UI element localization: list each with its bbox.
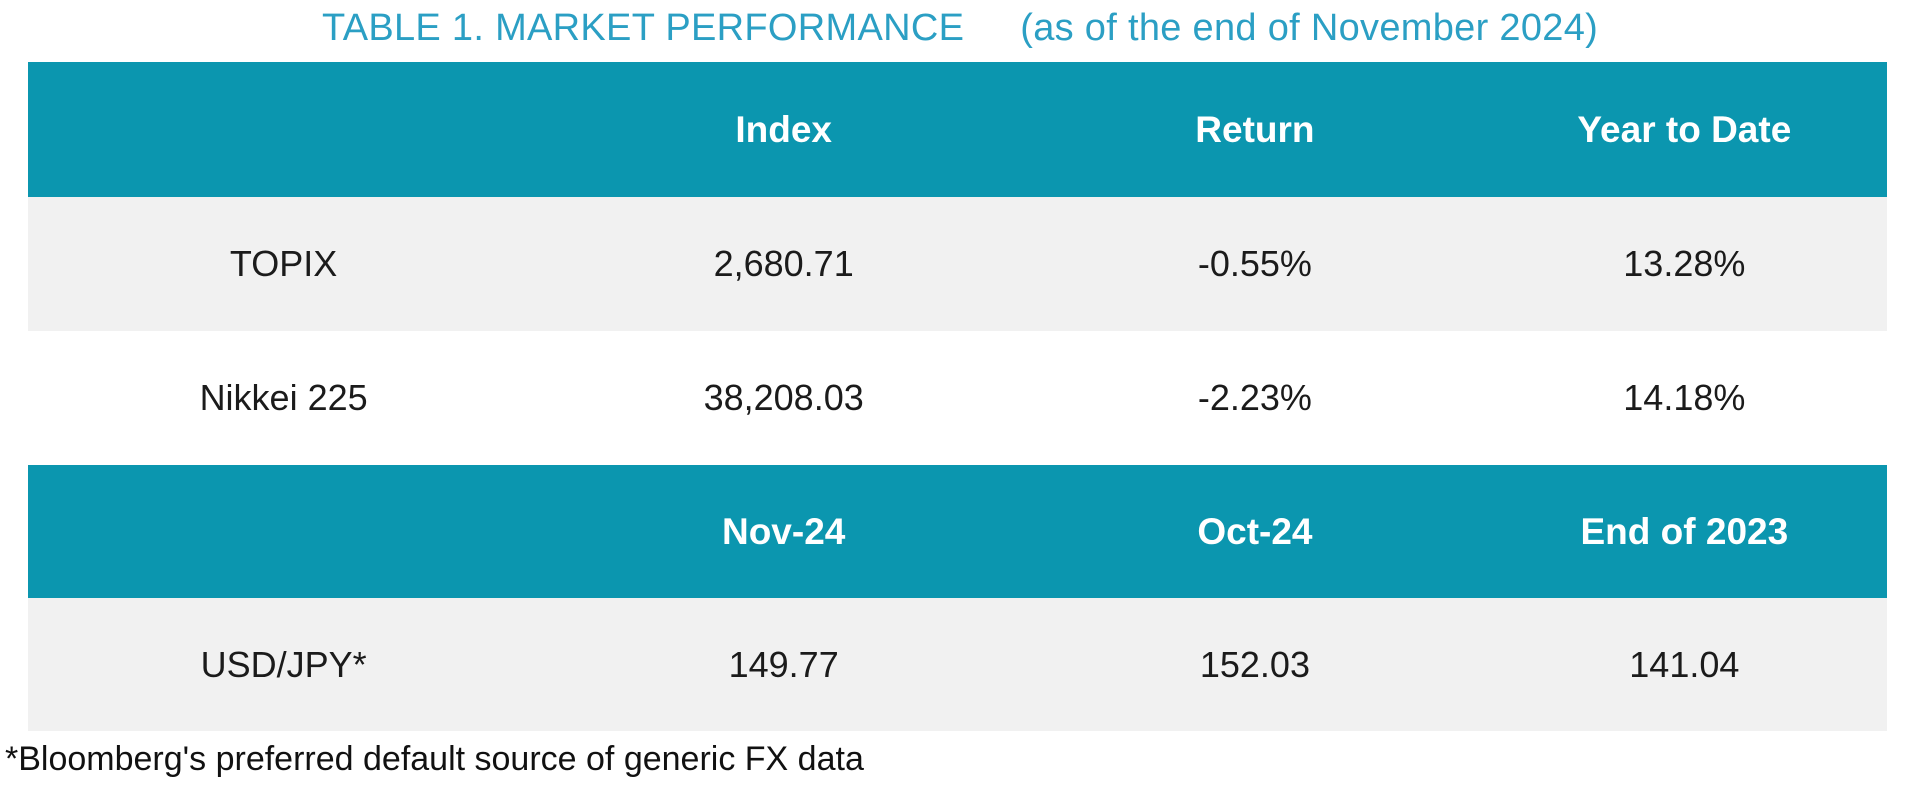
usdjpy-oct24-value: 152.03 xyxy=(1199,643,1310,685)
header-cell-year-to-date: Year to Date xyxy=(1577,108,1792,150)
table-title: TABLE 1. MARKET PERFORMANCE (as of the en… xyxy=(322,7,1598,50)
header-row-fx: Nov-24 Oct-24 End of 2023 xyxy=(28,465,1887,598)
nikkei-index-value: 38,208.03 xyxy=(703,377,864,418)
row-label-usdjpy: USD/JPY* xyxy=(200,643,367,685)
market-performance-table: Index Return Year to Date TOPIX 2,680.71… xyxy=(28,62,1887,731)
topix-index-value: 2,680.71 xyxy=(713,243,854,284)
topix-return-value: -0.55% xyxy=(1197,243,1312,284)
table-row-nikkei: Nikkei 225 38,208.03 -2.23% 14.18% xyxy=(28,331,1887,465)
header-cell-oct24: Oct-24 xyxy=(1197,510,1313,552)
table-row-topix: TOPIX 2,680.71 -0.55% 13.28% xyxy=(28,197,1887,331)
table-title-subtitle: (as of the end of November 2024) xyxy=(1020,7,1599,49)
table-title-main: TABLE 1. MARKET PERFORMANCE xyxy=(322,7,965,49)
header-row-index: Index Return Year to Date xyxy=(28,62,1887,197)
header-cell-end-of-2023: End of 2023 xyxy=(1580,510,1789,552)
nikkei-return-value: -2.23% xyxy=(1197,377,1312,418)
nikkei-ytd-value: 14.18% xyxy=(1623,377,1746,418)
header-cell-return: Return xyxy=(1195,108,1315,150)
header-cell-index: Index xyxy=(735,108,832,150)
header-cell-nov24: Nov-24 xyxy=(721,510,846,552)
topix-ytd-value: 13.28% xyxy=(1623,243,1746,284)
footnote: *Bloomberg's preferred default source of… xyxy=(5,740,864,778)
table-row-usdjpy: USD/JPY* 149.77 152.03 141.04 xyxy=(28,598,1887,731)
usdjpy-nov24-value: 149.77 xyxy=(728,643,839,685)
row-label-topix: TOPIX xyxy=(229,243,338,284)
row-label-nikkei: Nikkei 225 xyxy=(199,377,368,418)
usdjpy-end2023-value: 141.04 xyxy=(1629,643,1740,685)
